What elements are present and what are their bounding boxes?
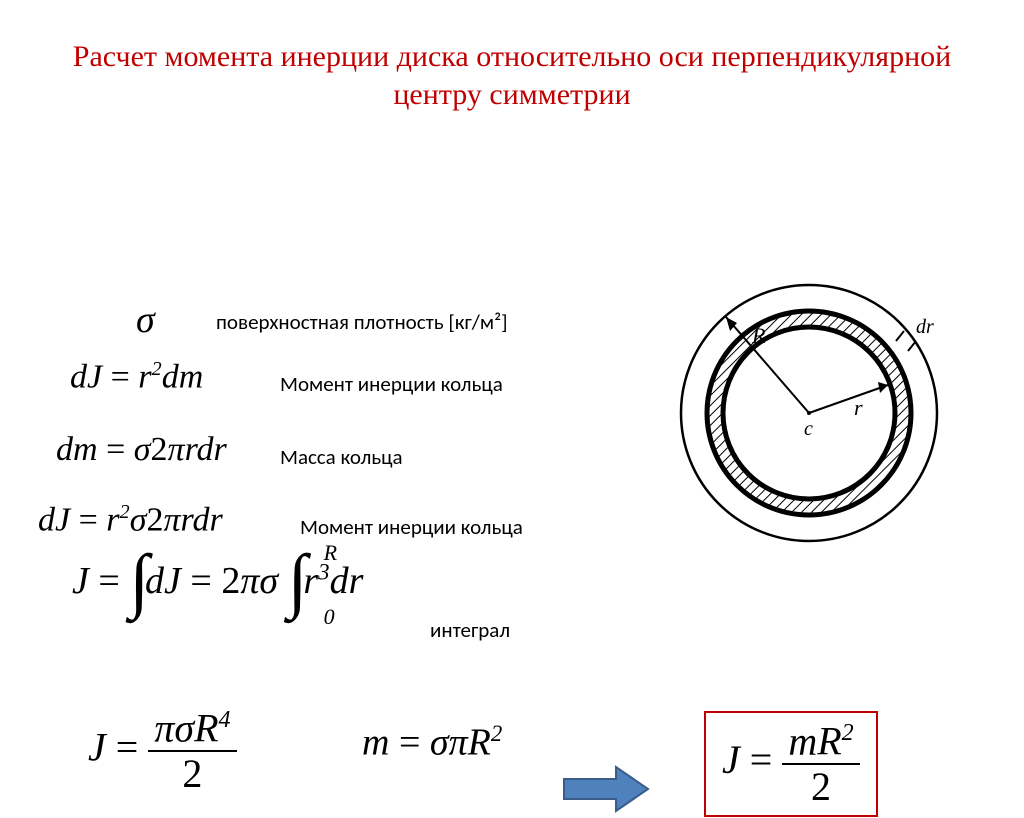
formula-dj-r2dm: dJ = r2dm (70, 358, 203, 396)
formula-dm: dm = σ2πrdr (56, 431, 227, 468)
label-dm: Масса кольца (280, 444, 403, 470)
label-dj2: Момент инерции кольца (300, 514, 523, 540)
diag-label-c: c (804, 418, 813, 440)
label-dj1: Момент инерции кольца (280, 371, 503, 397)
formula-j-r4: J = πσR4 2 (88, 708, 237, 794)
page-title: Расчет момента инерции диска относительн… (0, 0, 1024, 113)
formula-dj2: dJ = r2σ2πrdr (38, 501, 223, 539)
label-integral: интеграл (430, 617, 510, 643)
formula-integral: J = ∫ dJ = 2πσ R ∫ 0 r3dr (72, 559, 363, 609)
sigma-symbol: σ (136, 298, 155, 342)
formula-mass: m = σπR2 (362, 721, 502, 764)
arrow-icon (562, 765, 652, 818)
disk-diagram: R r c dr (664, 273, 954, 558)
diag-label-r: r (854, 395, 863, 420)
formula-final: J = mR2 2 (704, 711, 878, 817)
sigma-label: поверхностная плотность [кг/м²] (216, 309, 508, 335)
diag-label-dr: dr (916, 316, 934, 338)
diag-label-R: R (751, 323, 766, 348)
